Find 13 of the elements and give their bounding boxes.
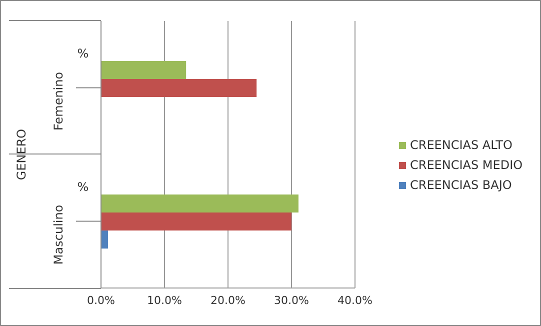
- x-tick-label: 30.0%: [274, 294, 309, 307]
- x-tick-label: 10.0%: [147, 294, 182, 307]
- y-tick-label: %: [77, 46, 89, 60]
- y-axis-title: GENERO: [14, 128, 28, 180]
- text: Femenino: [51, 72, 66, 130]
- legend-label: CREENCIAS MEDIO: [410, 157, 523, 174]
- x-tick-label: 40.0%: [338, 294, 372, 307]
- text: Masculino: [51, 204, 66, 265]
- x-tick-label: 20.0%: [210, 294, 246, 307]
- y-tick-label: %: [77, 180, 89, 194]
- legend-label: CREENCIAS ALTO: [410, 137, 512, 154]
- legend-label: CREENCIAS BAJO: [410, 177, 512, 194]
- x-tick-label: 0.0%: [87, 294, 115, 307]
